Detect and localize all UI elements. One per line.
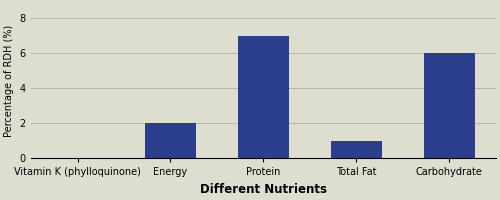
- Y-axis label: Percentage of RDH (%): Percentage of RDH (%): [4, 25, 14, 137]
- Bar: [238, 36, 289, 158]
- Bar: [424, 53, 474, 158]
- Bar: [330, 141, 382, 158]
- Bar: [145, 123, 196, 158]
- X-axis label: Different Nutrients: Different Nutrients: [200, 183, 327, 196]
